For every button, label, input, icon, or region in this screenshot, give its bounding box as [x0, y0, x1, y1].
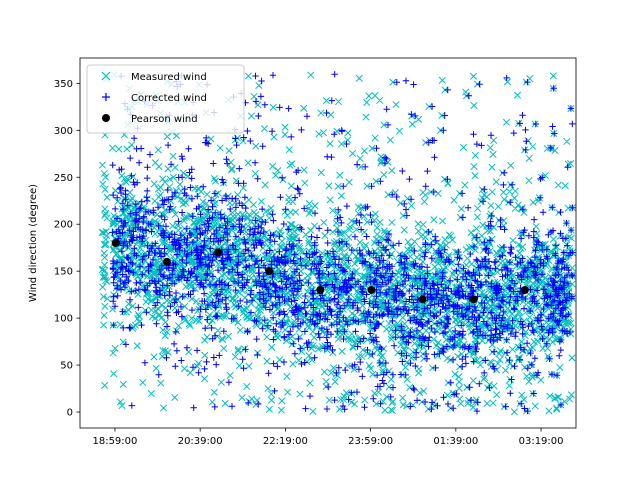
x-tick-label: 20:39:00 — [178, 436, 223, 447]
x-tick-label: 18:59:00 — [92, 436, 137, 447]
pearson-point — [111, 239, 120, 247]
y-tick-label: 200 — [54, 220, 73, 231]
series-corrected-wind — [109, 71, 576, 415]
x-tick-label: 03:19:00 — [519, 436, 564, 447]
legend-item: Corrected wind — [102, 93, 207, 104]
pearson-point — [469, 295, 478, 304]
pearson-point — [162, 257, 171, 266]
y-axis: 0 50 100 150 200 250 300 350 — [54, 79, 80, 419]
y-tick-label: 150 — [54, 267, 73, 278]
y-axis-label: Wind direction (degree) — [28, 184, 39, 302]
pearson-point — [316, 285, 325, 294]
legend-item: Measured wind — [101, 71, 207, 83]
legend-box — [86, 64, 245, 134]
scatter-markers — [109, 71, 576, 415]
x-tick-label: 23:59:00 — [348, 436, 393, 447]
legend-label: Measured wind — [131, 72, 207, 83]
y-tick-label: 350 — [54, 79, 73, 90]
pearson-point — [367, 285, 376, 294]
plot-frame — [79, 57, 577, 429]
scatter-layer — [98, 70, 576, 416]
legend: Measured wind Corrected wind Pearson wind — [86, 64, 245, 134]
x-axis: 18:59:00 20:39:00 22:19:00 23:59:00 01:39:00… — [92, 428, 564, 447]
legend-marker-x — [101, 71, 111, 81]
pearson-point — [265, 267, 274, 276]
y-tick-label: 50 — [60, 361, 73, 372]
x-tick-label: 22:19:00 — [263, 436, 308, 447]
y-tick-label: 250 — [54, 173, 73, 184]
pearson-point — [520, 285, 529, 294]
pearson-series — [111, 239, 529, 304]
pearson-point — [214, 248, 223, 257]
legend-marker-plus — [102, 93, 110, 101]
y-tick-label: 100 — [54, 314, 73, 325]
legend-item: Pearson wind — [102, 114, 198, 125]
legend-label: Pearson wind — [131, 114, 198, 125]
y-tick-label: 0 — [67, 408, 73, 419]
legend-marker-dot — [102, 114, 110, 122]
y-tick-label: 300 — [54, 126, 73, 137]
pearson-point — [418, 295, 427, 304]
x-tick-label: 01:39:00 — [433, 436, 478, 447]
legend-label: Corrected wind — [131, 93, 207, 104]
